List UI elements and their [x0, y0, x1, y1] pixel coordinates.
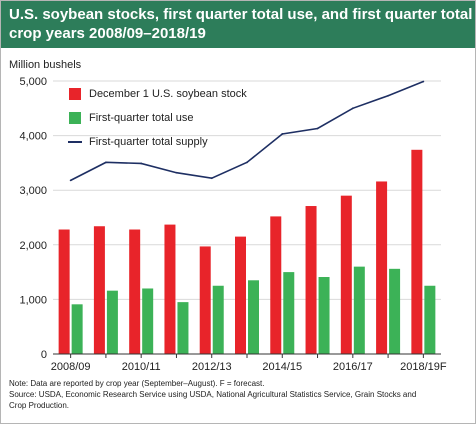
bar-use: [318, 277, 330, 354]
bar-use: [177, 302, 189, 354]
bar-stock: [199, 246, 211, 354]
x-tick-label: 2008/09: [51, 361, 91, 373]
y-tick-label: 1,000: [19, 294, 47, 306]
bar-stock: [376, 181, 388, 354]
point-supply: [246, 161, 248, 164]
point-supply: [175, 171, 178, 174]
bar-use: [71, 304, 83, 354]
bar-stock: [270, 216, 282, 354]
y-axis-label: Million bushels: [9, 59, 82, 71]
x-tick-label: 2010/11: [122, 361, 161, 373]
bar-use: [353, 266, 365, 354]
bar-stock: [340, 195, 352, 354]
bar-stock: [58, 229, 70, 354]
x-tick-label: 2014/15: [262, 361, 302, 373]
x-tick-label: 2018/19F: [400, 361, 447, 373]
point-supply: [210, 177, 213, 180]
chart-title-line2: crop years 2008/09–2018/19: [9, 25, 206, 42]
chart-title-band: U.S. soybean stocks, first quarter total…: [1, 1, 475, 48]
bar-stock: [93, 226, 105, 354]
y-tick-label: 3,000: [19, 185, 47, 197]
bar-use: [248, 280, 259, 354]
y-tick-label: 4,000: [19, 131, 47, 143]
chart-plot-area: Million bushels 0 1,000 2,000 3,000 4,000 5,0…: [9, 59, 447, 373]
point-supply: [351, 107, 354, 110]
bar-stock: [305, 206, 317, 354]
x-tick-label: 2016/17: [333, 361, 373, 373]
legend-label: First-quarter total use: [89, 112, 194, 124]
bar-use: [424, 285, 436, 354]
bar-use: [283, 272, 295, 354]
source-text-line1: Source: USDA, Economic Research Service …: [9, 390, 417, 399]
y-tick-label: 2,000: [19, 240, 47, 252]
bar-use: [389, 268, 401, 354]
y-tick-label: 0: [41, 349, 47, 361]
point-supply: [387, 94, 389, 97]
legend-swatch-stock: [69, 88, 81, 100]
legend-swatch-use: [69, 112, 81, 124]
chart-legend: December 1 U.S. soybean stock First-quart…: [68, 88, 247, 148]
chart-notes: Note: Data are reported by crop year (Se…: [9, 378, 469, 411]
legend-label: December 1 U.S. soybean stock: [89, 88, 247, 100]
point-supply: [281, 133, 284, 135]
point-supply: [422, 80, 425, 83]
bar-use: [106, 290, 118, 354]
bar-stock: [411, 149, 423, 354]
bar-stock: [235, 236, 246, 354]
point-supply: [140, 162, 143, 165]
chart-title-line1: U.S. soybean stocks, first quarter total…: [9, 6, 475, 23]
bar-use: [142, 288, 154, 354]
legend-label: First-quarter total supply: [89, 136, 208, 148]
x-tick-label: 2012/13: [192, 361, 232, 373]
bar-use: [212, 285, 224, 354]
point-supply: [316, 127, 319, 130]
point-supply: [69, 179, 72, 182]
point-supply: [105, 161, 107, 164]
bar-stock: [129, 229, 141, 354]
y-tick-label: 5,000: [19, 76, 47, 88]
source-text-line2: Crop Production.: [9, 401, 70, 410]
note-text: Note: Data are reported by crop year (Se…: [9, 379, 265, 388]
bar-stock: [164, 224, 176, 354]
